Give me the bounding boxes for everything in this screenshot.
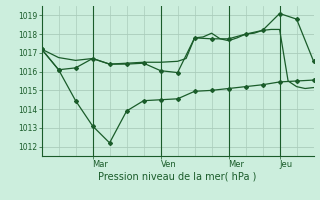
X-axis label: Pression niveau de la mer( hPa ): Pression niveau de la mer( hPa ) bbox=[99, 172, 257, 182]
